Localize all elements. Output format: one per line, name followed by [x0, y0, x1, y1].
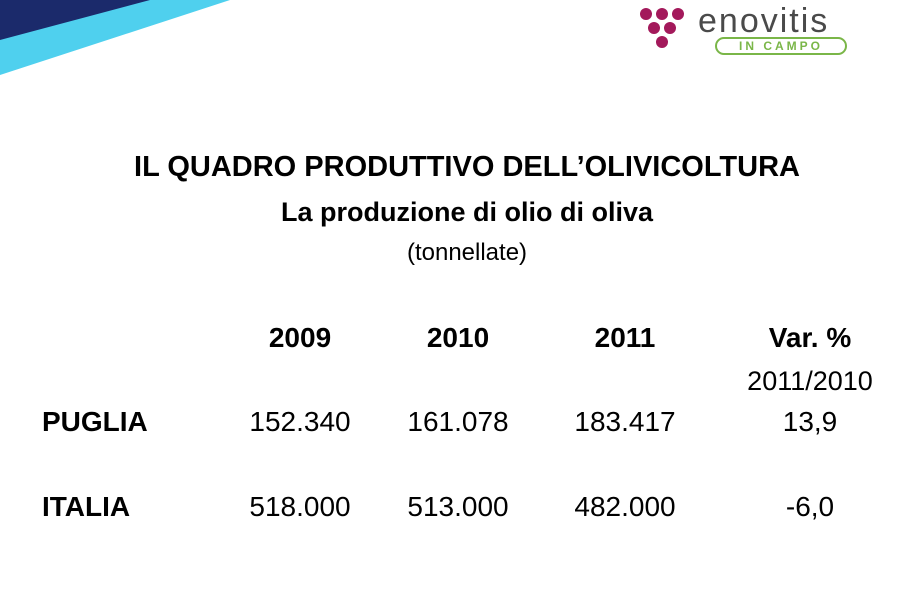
column-header: 2009 [268, 322, 332, 353]
cell: 513.000 [407, 491, 509, 522]
unit: (tonnellate) [406, 239, 528, 266]
cell: 183.417 [574, 406, 676, 437]
cell: -6,0 [785, 491, 835, 522]
column-note: 2011/2010 [747, 366, 873, 396]
title: IL QUADRO PRODUTTIVO DELL’OLIVICOLTURA [134, 151, 800, 183]
cell: 161.078 [407, 406, 509, 437]
column-header: 2010 [426, 322, 490, 353]
logo-tagline-frame [715, 37, 847, 55]
corner-band-dark [0, 0, 150, 40]
row-label: PUGLIA [42, 406, 148, 437]
logo-tagline: IN CAMPO [739, 39, 823, 53]
cell: 518.000 [249, 491, 351, 522]
column-header: Var. % [768, 322, 852, 353]
column-header: 2011 [594, 322, 656, 353]
logo-icon [640, 8, 684, 48]
cell: 13,9 [782, 406, 838, 437]
logo-name: enovitis [698, 2, 830, 40]
cell: 152.340 [249, 406, 351, 437]
subtitle: La produzione di olio di oliva [280, 197, 654, 227]
row-label: ITALIA [42, 491, 131, 522]
cell: 482.000 [574, 491, 676, 522]
